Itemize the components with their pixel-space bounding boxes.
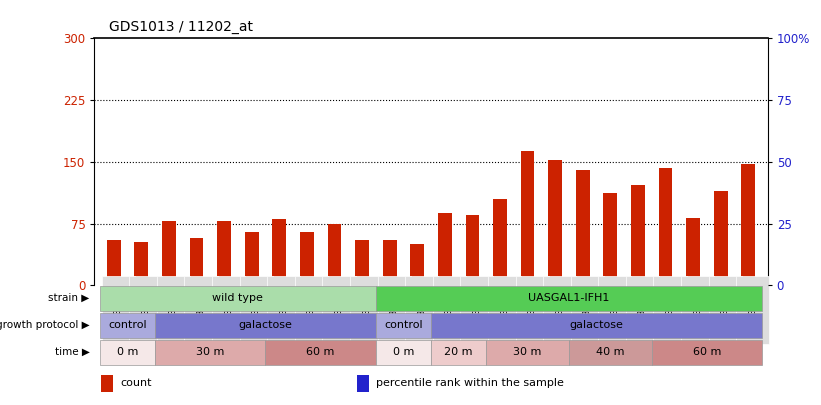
Bar xyxy=(410,244,424,285)
Text: GSM34693: GSM34693 xyxy=(472,288,481,331)
Bar xyxy=(603,193,617,285)
Bar xyxy=(107,240,121,285)
Bar xyxy=(431,313,762,338)
Text: GSM34689: GSM34689 xyxy=(528,288,537,331)
Text: GSM34680: GSM34680 xyxy=(279,288,288,331)
Text: GSM34683: GSM34683 xyxy=(307,288,316,331)
Text: 0 m: 0 m xyxy=(117,347,138,357)
Bar xyxy=(100,286,376,311)
Bar xyxy=(273,220,287,285)
Bar xyxy=(155,313,376,338)
Bar xyxy=(521,151,534,285)
Text: GSM34698: GSM34698 xyxy=(500,288,509,331)
Text: GSM34700: GSM34700 xyxy=(666,288,675,331)
Text: GSM34691: GSM34691 xyxy=(693,288,702,331)
Bar xyxy=(328,224,342,285)
Text: percentile rank within the sample: percentile rank within the sample xyxy=(376,378,564,388)
Text: GSM34685: GSM34685 xyxy=(252,288,261,331)
Text: GSM34699: GSM34699 xyxy=(583,288,592,332)
Text: GSM34701: GSM34701 xyxy=(748,288,757,331)
Bar xyxy=(741,164,755,285)
Bar xyxy=(265,340,376,365)
Text: GSM34686: GSM34686 xyxy=(334,288,343,331)
Text: wild type: wild type xyxy=(213,293,264,303)
Text: galactose: galactose xyxy=(570,320,623,330)
Bar xyxy=(190,238,204,285)
Bar xyxy=(569,340,652,365)
Text: 60 m: 60 m xyxy=(693,347,721,357)
Text: GSM34692: GSM34692 xyxy=(390,288,399,332)
Text: UASGAL1-IFH1: UASGAL1-IFH1 xyxy=(528,293,610,303)
Text: time ▶: time ▶ xyxy=(55,347,89,357)
Text: GSM34690: GSM34690 xyxy=(610,288,619,331)
Text: GSM34684: GSM34684 xyxy=(169,288,178,331)
Bar xyxy=(438,213,452,285)
Bar xyxy=(155,340,265,365)
Bar xyxy=(218,221,231,285)
Bar xyxy=(245,232,259,285)
Bar xyxy=(576,170,589,285)
Text: 60 m: 60 m xyxy=(306,347,335,357)
Bar xyxy=(135,243,149,285)
Text: GSM34694: GSM34694 xyxy=(555,288,564,331)
Bar xyxy=(431,340,486,365)
Text: strain ▶: strain ▶ xyxy=(48,293,89,303)
Text: 30 m: 30 m xyxy=(196,347,224,357)
Bar xyxy=(357,375,369,392)
Text: galactose: galactose xyxy=(239,320,292,330)
Bar xyxy=(486,340,569,365)
Bar xyxy=(493,199,507,285)
Text: 20 m: 20 m xyxy=(444,347,473,357)
Bar xyxy=(355,240,369,285)
Text: GSM34679: GSM34679 xyxy=(196,288,205,332)
Text: GSM34697: GSM34697 xyxy=(417,288,426,332)
Bar xyxy=(631,185,644,285)
Bar xyxy=(100,313,155,338)
Text: 40 m: 40 m xyxy=(596,347,625,357)
Bar xyxy=(383,240,397,285)
Text: count: count xyxy=(120,378,152,388)
Text: growth protocol ▶: growth protocol ▶ xyxy=(0,320,89,330)
Bar xyxy=(713,191,727,285)
Text: GSM34681: GSM34681 xyxy=(141,288,150,331)
Text: 30 m: 30 m xyxy=(513,347,542,357)
Text: GSM34696: GSM34696 xyxy=(721,288,730,331)
Bar xyxy=(300,232,314,285)
Text: GSM34695: GSM34695 xyxy=(638,288,647,332)
Bar xyxy=(466,215,479,285)
Bar xyxy=(100,340,155,365)
Text: GSM34678: GSM34678 xyxy=(114,288,122,331)
Text: GSM34687: GSM34687 xyxy=(362,288,371,331)
Text: GSM34688: GSM34688 xyxy=(445,288,454,331)
Text: 0 m: 0 m xyxy=(392,347,414,357)
Text: control: control xyxy=(384,320,423,330)
Text: GSM34682: GSM34682 xyxy=(224,288,233,331)
Text: GDS1013 / 11202_at: GDS1013 / 11202_at xyxy=(108,20,253,34)
Bar xyxy=(376,286,762,311)
Bar xyxy=(376,313,431,338)
Bar xyxy=(652,340,762,365)
Bar xyxy=(658,168,672,285)
Text: control: control xyxy=(108,320,147,330)
Bar xyxy=(686,218,700,285)
Bar xyxy=(162,221,176,285)
Bar xyxy=(548,160,562,285)
Bar xyxy=(376,340,431,365)
Bar xyxy=(101,375,113,392)
